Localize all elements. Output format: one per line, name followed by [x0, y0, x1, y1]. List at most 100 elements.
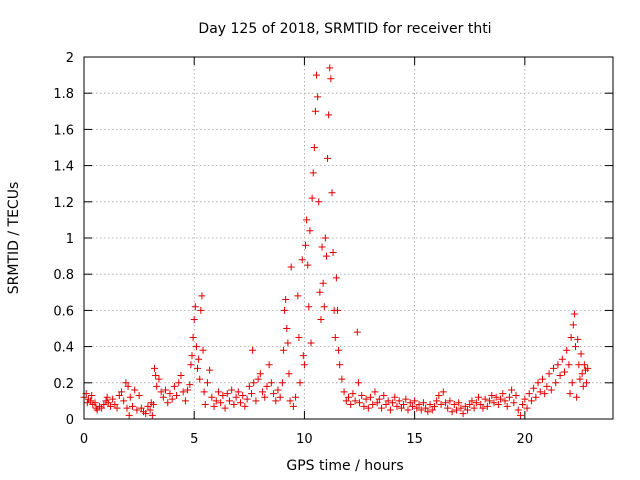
data-point	[279, 346, 287, 354]
data-point	[569, 321, 577, 329]
data-point	[234, 388, 242, 396]
data-point	[210, 402, 218, 410]
data-point	[543, 382, 551, 390]
data-point	[477, 401, 485, 409]
data-point	[565, 361, 573, 369]
data-point	[488, 391, 496, 399]
data-point	[433, 397, 441, 405]
data-point	[340, 388, 348, 396]
data-point	[199, 346, 207, 354]
data-point	[455, 399, 463, 407]
data-point	[578, 370, 586, 378]
data-point	[523, 404, 531, 412]
data-point	[124, 382, 132, 390]
data-point	[328, 189, 336, 197]
data-point	[295, 334, 303, 342]
data-point	[310, 144, 318, 151]
data-point	[179, 388, 187, 396]
data-point	[149, 401, 157, 409]
data-point	[389, 399, 397, 407]
data-point	[342, 397, 350, 405]
data-point	[347, 401, 355, 409]
data-point	[580, 361, 588, 369]
data-point	[441, 399, 449, 407]
y-tick-label: 1.4	[53, 160, 74, 175]
data-point	[404, 406, 412, 414]
data-point	[109, 395, 117, 403]
data-point	[88, 391, 96, 399]
data-point	[151, 364, 159, 372]
data-point	[177, 372, 185, 380]
data-point	[497, 395, 505, 403]
data-point	[272, 397, 280, 405]
data-point	[298, 256, 306, 264]
data-point	[320, 303, 328, 311]
data-point	[572, 343, 580, 351]
data-point	[326, 64, 334, 72]
data-point	[230, 401, 238, 409]
data-point	[516, 411, 524, 419]
data-point	[135, 391, 143, 399]
data-point	[274, 386, 282, 394]
data-point	[525, 390, 533, 398]
grid-lines	[84, 57, 613, 419]
data-point	[239, 391, 247, 399]
data-point	[530, 384, 538, 392]
data-point	[422, 404, 430, 412]
data-point	[561, 368, 569, 376]
data-point	[369, 401, 377, 409]
data-point	[245, 382, 253, 390]
data-point	[333, 306, 341, 314]
data-point	[197, 306, 205, 314]
data-point	[386, 406, 394, 414]
data-point	[146, 406, 154, 414]
data-point	[259, 388, 267, 396]
data-point	[494, 401, 502, 409]
y-tick-label: 1.6	[53, 123, 74, 138]
data-point	[324, 154, 332, 162]
data-point	[406, 399, 414, 407]
data-point	[336, 361, 344, 369]
data-point	[510, 399, 518, 407]
data-point	[201, 401, 209, 409]
data-point	[468, 397, 476, 405]
y-tick-label: 1	[66, 232, 74, 247]
y-tick-label: 0	[66, 413, 74, 428]
data-point	[362, 395, 370, 403]
data-point	[332, 274, 340, 282]
data-point	[579, 382, 587, 390]
data-point	[353, 328, 361, 336]
data-point	[175, 379, 183, 387]
data-point	[570, 310, 578, 318]
data-point	[196, 375, 204, 383]
data-point	[472, 399, 480, 407]
data-point	[188, 352, 196, 360]
data-point	[391, 393, 399, 401]
data-point	[466, 401, 474, 409]
data-point	[208, 393, 216, 401]
data-point	[499, 390, 507, 398]
y-tick-label: 2	[66, 51, 74, 66]
data-point	[461, 402, 469, 410]
data-point	[83, 399, 91, 407]
data-point	[120, 397, 128, 405]
data-point	[459, 410, 467, 418]
data-point	[133, 406, 141, 414]
data-point	[308, 194, 316, 202]
data-point	[464, 406, 472, 414]
data-point	[285, 370, 293, 378]
data-point	[501, 397, 509, 405]
x-tick-label: 10	[296, 432, 313, 447]
data-point	[306, 227, 314, 235]
data-point	[181, 397, 189, 405]
data-point	[203, 379, 211, 387]
data-point	[104, 399, 112, 407]
data-point	[384, 397, 392, 405]
data-point	[430, 402, 438, 410]
data-point	[217, 399, 225, 407]
data-point	[299, 352, 307, 360]
data-point	[437, 401, 445, 409]
data-point	[536, 388, 544, 396]
data-point	[532, 393, 540, 401]
